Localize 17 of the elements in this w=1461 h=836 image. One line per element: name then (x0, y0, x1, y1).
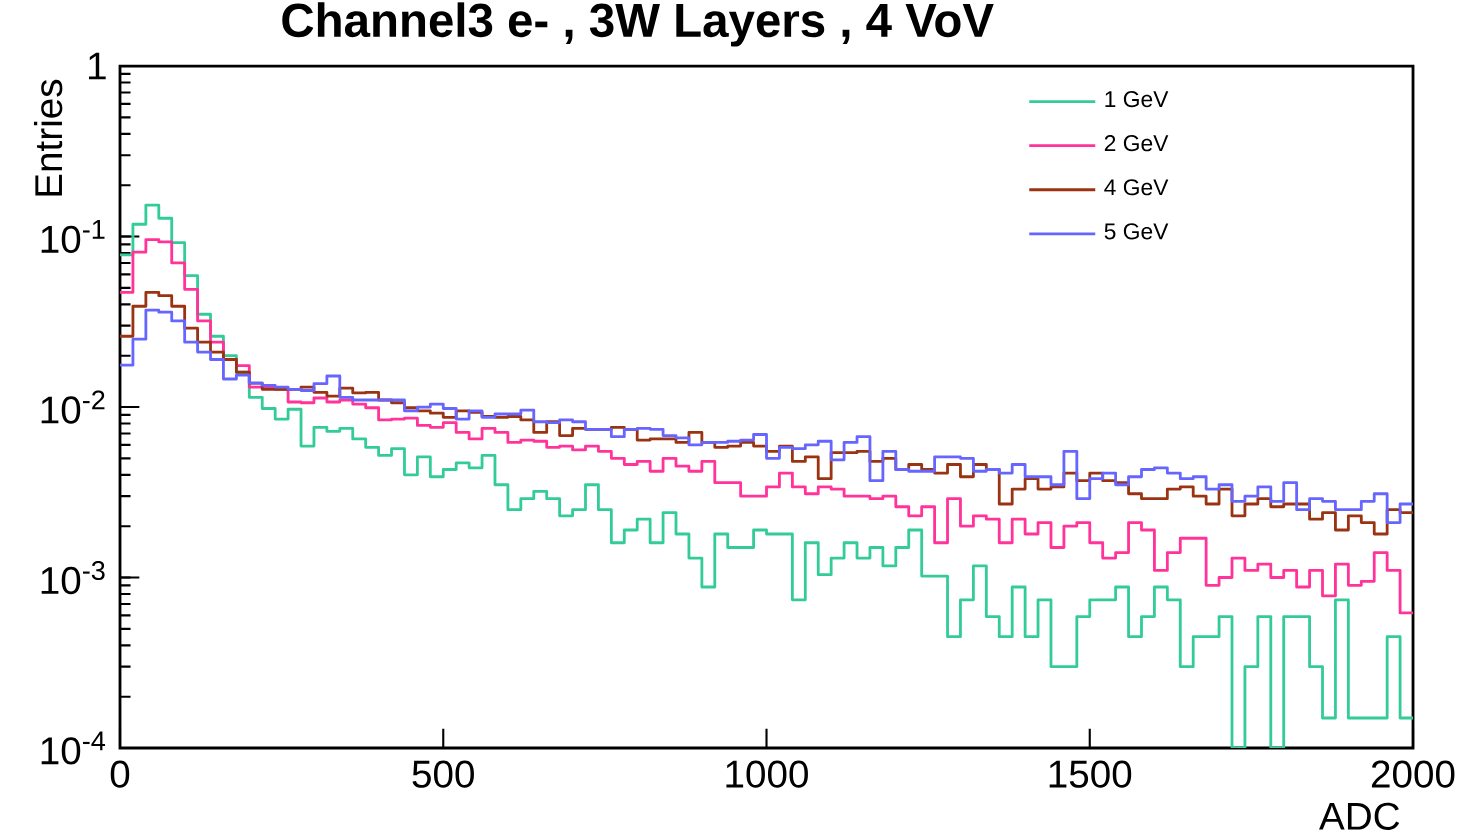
legend-label: 1 GeV (1105, 91, 1169, 108)
y-tick-label: 10$^{-1}$ (41, 220, 105, 254)
y-tick-label: 1 (89, 52, 106, 80)
y-tick-label: 10$^{-4}$ (41, 731, 106, 765)
legend-label: 5 GeV (1104, 223, 1169, 240)
legend-label: 4 GeV (1104, 179, 1169, 196)
y-tick-label: 10$^{-3}$ (41, 560, 105, 595)
x-axis-title: ADC (1319, 802, 1400, 830)
x-tick-label: 1500 (1049, 760, 1132, 788)
x-tick-label: 0 (110, 760, 130, 788)
y-tick-label: 10$^{-2}$ (41, 390, 105, 424)
x-tick-label: 1000 (726, 760, 808, 788)
x-tick-label: 2000 (1371, 760, 1455, 788)
chart-title: Channel3 e- , 3W Layers , 4 VoV (282, 2, 994, 47)
x-tick-label: 500 (412, 760, 474, 788)
y-axis-title: Entries (33, 79, 63, 196)
legend-label: 2 GeV (1104, 135, 1169, 152)
